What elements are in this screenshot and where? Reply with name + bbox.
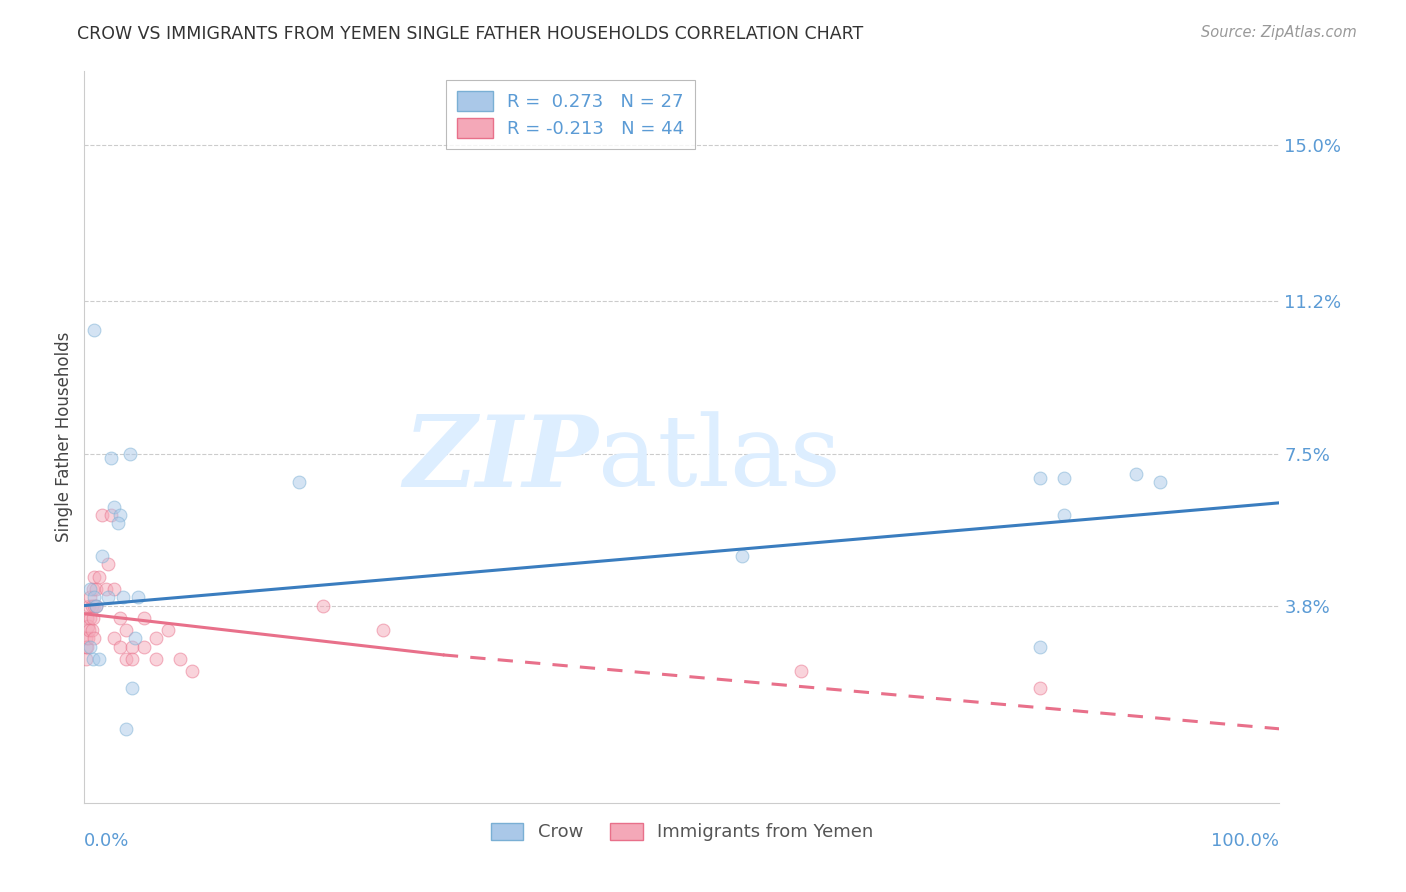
Point bbox=[91, 549, 114, 564]
Point bbox=[79, 611, 101, 625]
Point bbox=[1149, 475, 1171, 490]
Point bbox=[79, 582, 101, 596]
Point bbox=[790, 665, 813, 679]
Point bbox=[86, 582, 108, 596]
Point bbox=[115, 652, 138, 666]
Point bbox=[83, 599, 105, 613]
Point bbox=[1029, 471, 1052, 485]
Point bbox=[103, 500, 125, 514]
Point bbox=[157, 624, 180, 638]
Point bbox=[103, 632, 125, 646]
Point bbox=[145, 652, 167, 666]
Point bbox=[83, 632, 105, 646]
Text: CROW VS IMMIGRANTS FROM YEMEN SINGLE FATHER HOUSEHOLDS CORRELATION CHART: CROW VS IMMIGRANTS FROM YEMEN SINGLE FAT… bbox=[77, 25, 863, 43]
Y-axis label: Single Father Households: Single Father Households bbox=[55, 332, 73, 542]
Point bbox=[103, 582, 125, 596]
Point bbox=[118, 446, 141, 460]
Point bbox=[79, 640, 101, 654]
Point bbox=[77, 619, 100, 633]
Point bbox=[1053, 508, 1076, 523]
Point bbox=[87, 652, 110, 666]
Point bbox=[1029, 640, 1052, 654]
Point bbox=[100, 508, 122, 523]
Point bbox=[1029, 681, 1052, 695]
Point bbox=[83, 323, 105, 337]
Point bbox=[312, 599, 335, 613]
Point bbox=[181, 665, 204, 679]
Point bbox=[121, 652, 143, 666]
Point bbox=[86, 599, 108, 613]
Point bbox=[100, 450, 122, 465]
Point bbox=[75, 652, 97, 666]
Text: 100.0%: 100.0% bbox=[1212, 832, 1279, 850]
Text: ZIP: ZIP bbox=[404, 411, 599, 508]
Point bbox=[110, 508, 132, 523]
Point bbox=[107, 516, 129, 531]
Text: Source: ZipAtlas.com: Source: ZipAtlas.com bbox=[1201, 25, 1357, 40]
Point bbox=[97, 591, 120, 605]
Point bbox=[83, 570, 105, 584]
Point bbox=[76, 611, 98, 625]
Point bbox=[77, 599, 100, 613]
Point bbox=[97, 558, 120, 572]
Point bbox=[79, 591, 101, 605]
Point bbox=[1053, 471, 1076, 485]
Point bbox=[77, 632, 100, 646]
Point bbox=[373, 624, 395, 638]
Point bbox=[110, 640, 132, 654]
Legend: Crow, Immigrants from Yemen: Crow, Immigrants from Yemen bbox=[484, 815, 880, 848]
Point bbox=[132, 640, 156, 654]
Point bbox=[87, 570, 110, 584]
Point bbox=[86, 599, 108, 613]
Point bbox=[75, 640, 97, 654]
Point bbox=[110, 611, 132, 625]
Point bbox=[94, 582, 117, 596]
Point bbox=[731, 549, 754, 564]
Text: 0.0%: 0.0% bbox=[84, 832, 129, 850]
Point bbox=[82, 582, 104, 596]
Point bbox=[1125, 467, 1147, 481]
Text: atlas: atlas bbox=[599, 411, 841, 507]
Point bbox=[80, 624, 103, 638]
Point bbox=[169, 652, 191, 666]
Point bbox=[132, 611, 156, 625]
Point bbox=[82, 611, 104, 625]
Point bbox=[91, 508, 114, 523]
Point bbox=[121, 681, 143, 695]
Point bbox=[115, 722, 138, 736]
Point bbox=[124, 632, 146, 646]
Point bbox=[80, 599, 103, 613]
Point bbox=[115, 624, 138, 638]
Point bbox=[111, 591, 134, 605]
Point bbox=[77, 624, 100, 638]
Point bbox=[76, 640, 98, 654]
Point bbox=[82, 652, 104, 666]
Point bbox=[75, 632, 97, 646]
Point bbox=[288, 475, 311, 490]
Point bbox=[83, 591, 105, 605]
Point bbox=[127, 591, 149, 605]
Point bbox=[121, 640, 143, 654]
Point bbox=[145, 632, 167, 646]
